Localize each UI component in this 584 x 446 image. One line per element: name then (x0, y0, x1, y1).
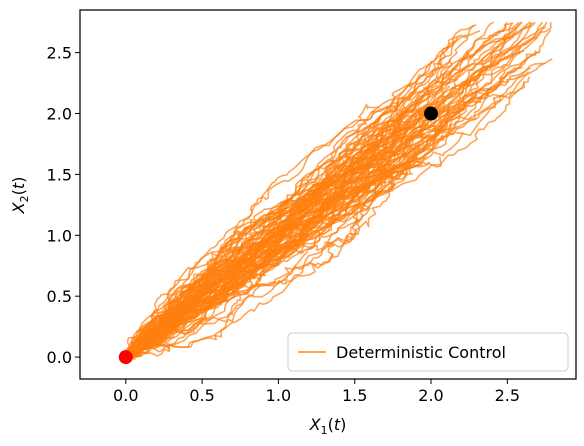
x-tick-label: 2.5 (495, 386, 520, 405)
y-tick-label: 2.5 (47, 44, 72, 63)
plot-frame (79, 9, 577, 380)
trajectory-line (125, 103, 380, 358)
legend-label-deterministic-control: Deterministic Control (336, 343, 506, 362)
trajectory-line (125, 102, 399, 358)
y-tick-label: 2.0 (47, 105, 72, 124)
trajectory-line (125, 95, 483, 360)
y-axis-label: X2(t) (9, 177, 31, 215)
x-tick-label: 1.0 (266, 386, 291, 405)
trajectory-line (125, 50, 525, 358)
x-tick-label: 0.0 (113, 386, 138, 405)
x-axis: 0.0 0.5 1.0 1.5 2.0 2.5 (113, 379, 520, 405)
trajectory-line (125, 161, 394, 360)
target-marker (424, 106, 439, 121)
y-tick-label: 0.0 (47, 348, 72, 367)
trajectory-line (125, 136, 428, 358)
trajectory-line (125, 36, 459, 358)
y-tick-label: 1.0 (47, 226, 72, 245)
trajectory-line (125, 106, 408, 358)
trajectory-paths (122, 21, 553, 360)
trajectory-line (125, 22, 552, 358)
markers (118, 106, 439, 365)
x-tick-label: 1.5 (342, 386, 367, 405)
x-tick-label: 0.5 (189, 386, 214, 405)
y-tick-label: 1.5 (47, 165, 72, 184)
legend: Deterministic Control (287, 332, 569, 372)
y-tick-label: 0.5 (47, 287, 72, 306)
legend-box (287, 332, 569, 372)
x-tick-label: 2.0 (418, 386, 443, 405)
x-axis-label: X1(t) (309, 415, 347, 437)
start-marker (118, 350, 133, 365)
y-axis: 0.0 0.5 1.0 1.5 2.0 2.5 (47, 44, 80, 367)
